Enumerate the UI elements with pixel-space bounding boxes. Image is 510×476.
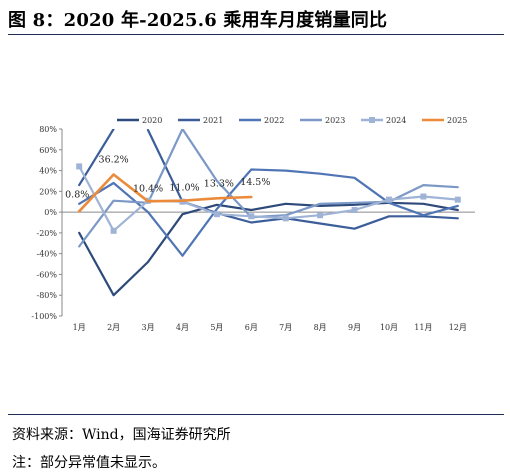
x-tick-label: 12月 <box>449 323 467 332</box>
data-label-2025: 13.3% <box>204 178 234 189</box>
x-tick-label: 6月 <box>245 323 258 332</box>
y-tick-label: -20% <box>37 229 58 238</box>
x-tick-label: 10月 <box>380 323 398 332</box>
legend-label: 2020 <box>142 116 162 125</box>
chart-data-labels: 0.8% 36.2% 10.4% 11.0% 13.3% 14.5% <box>65 155 270 201</box>
data-label-2025: 0.8% <box>65 189 89 200</box>
data-label-2025: 11.0% <box>169 183 199 194</box>
series-point-2024 <box>213 211 220 218</box>
y-tick-label: -40% <box>37 250 58 259</box>
series-line-2021 <box>146 129 459 230</box>
source-note: 资料来源：Wind，国海证券研究所 <box>12 427 231 443</box>
x-tick-label: 9月 <box>348 323 361 332</box>
series-line-2020 <box>78 201 459 297</box>
series-point-2024 <box>385 196 392 203</box>
x-tick-label: 1月 <box>73 323 86 332</box>
y-tick-label: 60% <box>39 146 57 155</box>
legend-label: 2025 <box>447 116 467 125</box>
y-tick-label: 20% <box>39 187 57 196</box>
series-line-2025 <box>77 173 253 213</box>
x-tick-label: 5月 <box>210 323 223 332</box>
x-tick-label: 3月 <box>141 323 154 332</box>
y-tick-label: 0% <box>44 208 57 217</box>
data-label-2025: 14.5% <box>240 177 270 188</box>
y-tick-label: -100% <box>31 312 57 321</box>
x-tick-label: 7月 <box>279 323 292 332</box>
series-point-2024 <box>248 213 255 220</box>
x-tick-label: 4月 <box>176 323 189 332</box>
series-point-2024 <box>454 196 461 203</box>
chart-legend: 2020 2021 2022 2023 2024 2025 <box>117 116 467 125</box>
title-divider <box>8 34 504 35</box>
series-line-2024 <box>78 165 459 232</box>
series-point-2024 <box>76 163 83 170</box>
x-tick-label: 8月 <box>314 323 327 332</box>
data-label-2025: 36.2% <box>99 155 129 166</box>
series-point-2024 <box>351 207 358 214</box>
y-tick-label: 80% <box>39 125 57 134</box>
y-tick-label: -60% <box>37 270 58 279</box>
series-line-2022 <box>78 168 459 257</box>
series-point-2024 <box>110 227 117 234</box>
series-point-2024 <box>420 193 427 200</box>
x-tick-label: 11月 <box>414 323 432 332</box>
legend-label: 2023 <box>325 116 345 125</box>
series-point-2024 <box>282 215 289 222</box>
legend-label: 2024 <box>386 116 406 125</box>
y-tick-label: -80% <box>37 291 58 300</box>
chart-series <box>76 129 461 297</box>
chart-axes: 80% 60% 40% 20% 0% -20% -40% -60% -80% -100% 1月 2月 3… <box>31 125 475 332</box>
x-tick-label: 2月 <box>107 323 120 332</box>
footnote: 注：部分异常值未显示。 <box>12 455 166 471</box>
y-tick-label: 40% <box>39 167 57 176</box>
series-point-2024 <box>317 212 324 219</box>
legend-label: 2021 <box>203 116 223 125</box>
legend-label: 2022 <box>264 116 284 125</box>
legend-marker-2024 <box>369 117 375 123</box>
figure-title: 图 8：2020 年-2025.6 乘用车月度销量同比 <box>8 10 388 31</box>
footer-divider <box>8 414 504 415</box>
data-label-2025: 10.4% <box>133 183 163 194</box>
